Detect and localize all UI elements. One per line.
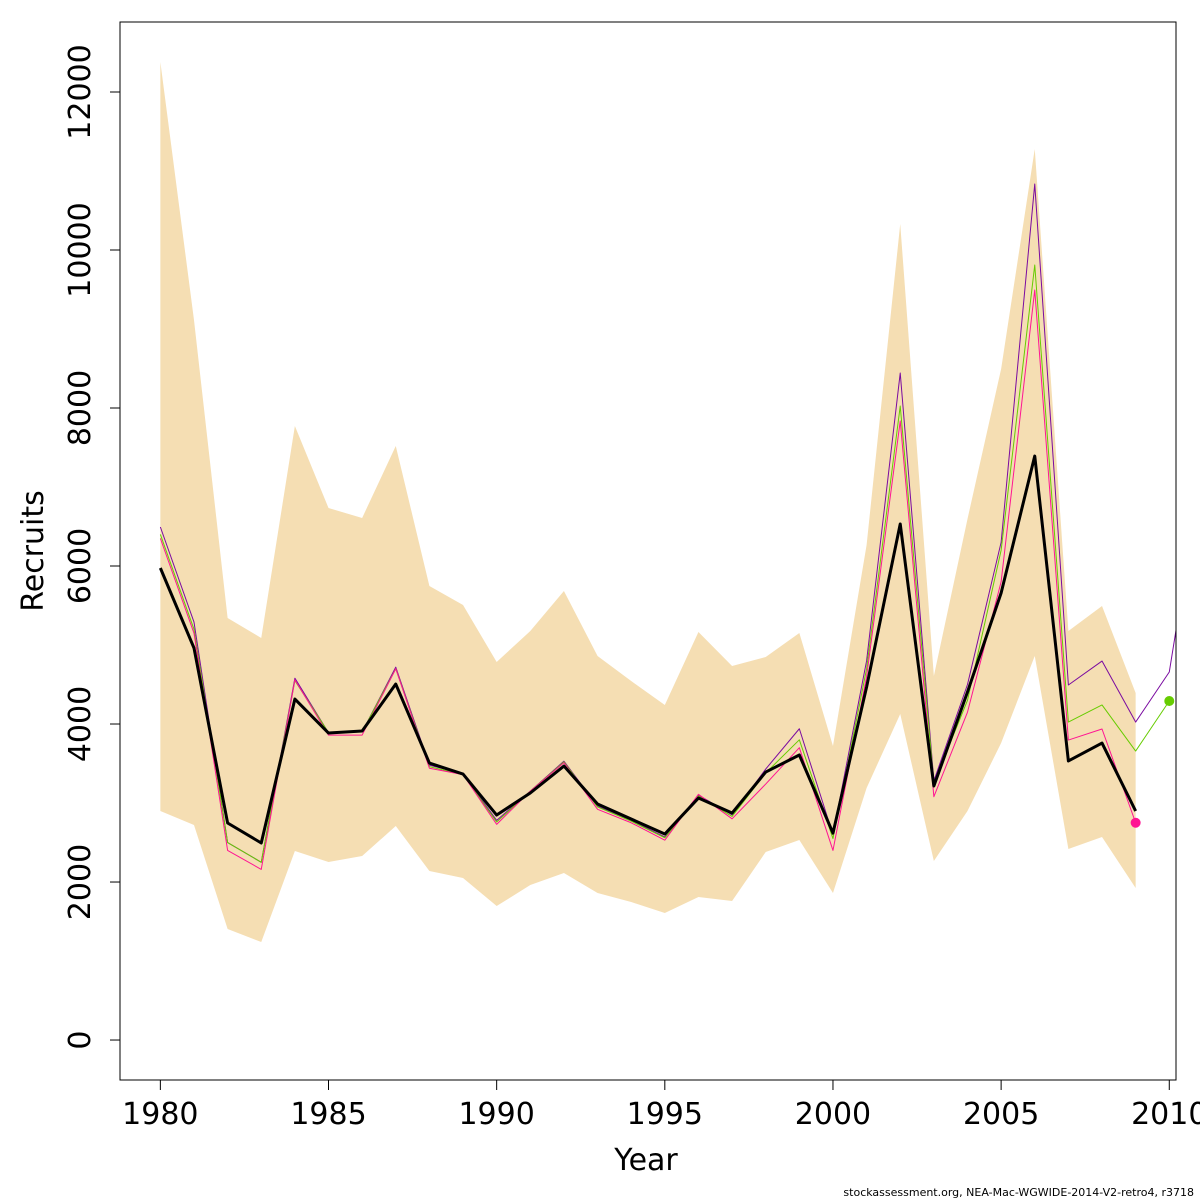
y-tick-label: 10000 xyxy=(63,202,98,297)
confidence-band xyxy=(160,61,1136,943)
series-line xyxy=(158,454,1137,845)
y-tick-label: 2000 xyxy=(63,844,98,920)
end-point xyxy=(1164,696,1175,707)
x-tick-label: 1980 xyxy=(122,1097,198,1132)
y-tick-label: 12000 xyxy=(63,44,98,139)
x-tick-label: 1985 xyxy=(290,1097,366,1132)
y-axis-label: Recruits xyxy=(16,490,51,612)
x-tick-label: 1995 xyxy=(627,1097,703,1132)
plot-frame xyxy=(119,21,1177,1081)
y-tick-label: 8000 xyxy=(63,370,98,446)
x-tick-label: 2010 xyxy=(1131,1097,1200,1132)
footnote: stockassessment.org, NEA-Mac-WGWIDE-2014… xyxy=(843,1186,1194,1199)
y-tick-label: 6000 xyxy=(63,528,98,604)
end-point xyxy=(1130,817,1141,828)
x-tick-label: 1990 xyxy=(458,1097,534,1132)
y-tick-label: 0 xyxy=(63,1030,98,1049)
x-axis-label: Year xyxy=(613,1143,678,1178)
x-tick-label: 2000 xyxy=(795,1097,871,1132)
x-tick-label: 2005 xyxy=(963,1097,1039,1132)
plot-area xyxy=(158,61,1176,943)
y-tick-label: 4000 xyxy=(63,686,98,762)
